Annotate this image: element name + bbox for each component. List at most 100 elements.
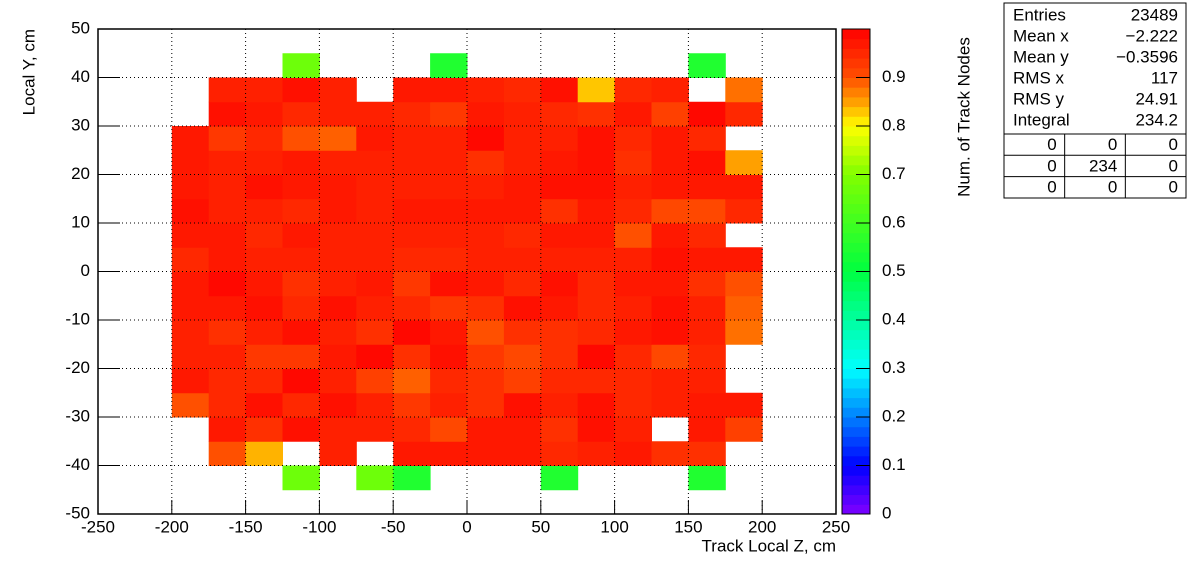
y-tick-label: 0 bbox=[81, 261, 90, 280]
heat-cell bbox=[577, 320, 616, 345]
heat-cell bbox=[651, 320, 689, 345]
heat-cell bbox=[614, 392, 652, 418]
heat-cell bbox=[651, 247, 689, 272]
heat-cell bbox=[245, 271, 283, 297]
heat-cell bbox=[319, 247, 357, 272]
heat-cell bbox=[614, 441, 652, 466]
heat-cell bbox=[614, 368, 652, 394]
color-bar-step bbox=[842, 193, 870, 205]
heat-cell bbox=[319, 295, 357, 321]
stats-value: −2.222 bbox=[1126, 26, 1178, 45]
heat-cell bbox=[503, 77, 542, 103]
heat-cell bbox=[319, 174, 357, 200]
heat-cell bbox=[503, 150, 542, 175]
heat-cell bbox=[208, 344, 247, 369]
heat-cell bbox=[688, 344, 726, 369]
heat-cell bbox=[319, 368, 357, 394]
heat-cell bbox=[688, 223, 726, 248]
stats-value: 117 bbox=[1151, 68, 1178, 87]
heat-cell bbox=[430, 53, 468, 78]
color-bar-step bbox=[842, 446, 870, 457]
heat-cell bbox=[245, 101, 283, 127]
heat-cell bbox=[430, 101, 468, 127]
z-tick-label: 0.1 bbox=[882, 455, 906, 474]
heat-cell bbox=[540, 101, 579, 127]
heat-cell bbox=[651, 126, 689, 151]
heat-cell bbox=[208, 271, 247, 297]
heat-cell bbox=[208, 417, 247, 442]
heat-cell bbox=[540, 441, 579, 466]
heat-cell bbox=[651, 101, 689, 127]
heat-cell bbox=[245, 77, 283, 103]
heat-cell bbox=[356, 223, 394, 248]
heat-cell bbox=[577, 368, 616, 394]
heat-cell bbox=[614, 344, 652, 369]
heat-cell bbox=[651, 198, 689, 224]
heat-cell bbox=[282, 223, 320, 248]
heat-cell bbox=[577, 271, 616, 297]
heat-cell bbox=[688, 174, 726, 200]
heat-cell bbox=[393, 392, 431, 418]
heat-cell bbox=[282, 198, 320, 224]
heat-cell bbox=[393, 368, 431, 394]
heat-cell bbox=[540, 320, 579, 345]
heat-cell bbox=[540, 295, 579, 321]
stats-cell: 0 bbox=[1169, 135, 1178, 154]
color-bar-step bbox=[842, 349, 870, 360]
heat-cell bbox=[614, 198, 652, 224]
heat-cell bbox=[319, 150, 357, 175]
x-tick-label: 50 bbox=[531, 517, 550, 536]
heat-cell bbox=[430, 392, 468, 418]
y-tick-label: 20 bbox=[71, 164, 90, 183]
heat-cell bbox=[651, 392, 689, 418]
heat-cell bbox=[725, 198, 763, 224]
heat-cell bbox=[725, 101, 763, 127]
heat-cell bbox=[282, 295, 320, 321]
heat-cell bbox=[282, 417, 320, 442]
heat-cell bbox=[577, 441, 616, 466]
color-bar-step bbox=[842, 387, 870, 399]
x-tick-label: 0 bbox=[462, 517, 471, 536]
heat-cell bbox=[503, 198, 542, 224]
heat-cell bbox=[319, 417, 357, 442]
heat-cell bbox=[651, 150, 689, 175]
heat-cell bbox=[540, 368, 579, 394]
heat-cell bbox=[282, 465, 320, 491]
heat-cell bbox=[467, 392, 505, 418]
heat-cell bbox=[208, 320, 247, 345]
heat-cell bbox=[688, 417, 726, 442]
heat-cell bbox=[614, 295, 652, 321]
heat-cell bbox=[503, 223, 542, 248]
x-tick-label: 150 bbox=[674, 517, 702, 536]
heat-cell bbox=[171, 295, 210, 321]
heat-cell bbox=[540, 126, 579, 151]
heat-cell bbox=[282, 271, 320, 297]
heat-cell bbox=[282, 320, 320, 345]
heat-cell bbox=[614, 174, 652, 200]
z-tick-label: 0.9 bbox=[882, 67, 906, 86]
heat-cell bbox=[356, 392, 394, 418]
heat-cell bbox=[282, 174, 320, 200]
heat-cell bbox=[319, 126, 357, 151]
color-bar-step bbox=[842, 300, 870, 311]
y-tick-label: -40 bbox=[65, 455, 90, 474]
color-bar-step bbox=[842, 271, 870, 282]
heat-cell bbox=[393, 247, 431, 272]
heat-cell bbox=[245, 368, 283, 394]
heat-cell bbox=[503, 101, 542, 127]
stats-cell: 0 bbox=[1169, 156, 1178, 175]
heat-cell bbox=[540, 392, 579, 418]
heat-cell bbox=[688, 392, 726, 418]
color-bar-step bbox=[842, 38, 870, 49]
color-bar-step bbox=[842, 504, 870, 515]
heat-cell bbox=[688, 465, 726, 491]
heat-cell bbox=[208, 223, 247, 248]
heat-cell bbox=[208, 77, 247, 103]
heat-cell bbox=[503, 441, 542, 466]
heat-cell bbox=[319, 223, 357, 248]
heat-cell bbox=[393, 465, 431, 491]
x-tick-label: -100 bbox=[302, 517, 336, 536]
heat-cell bbox=[245, 223, 283, 248]
z-tick-label: 0.5 bbox=[882, 261, 906, 280]
